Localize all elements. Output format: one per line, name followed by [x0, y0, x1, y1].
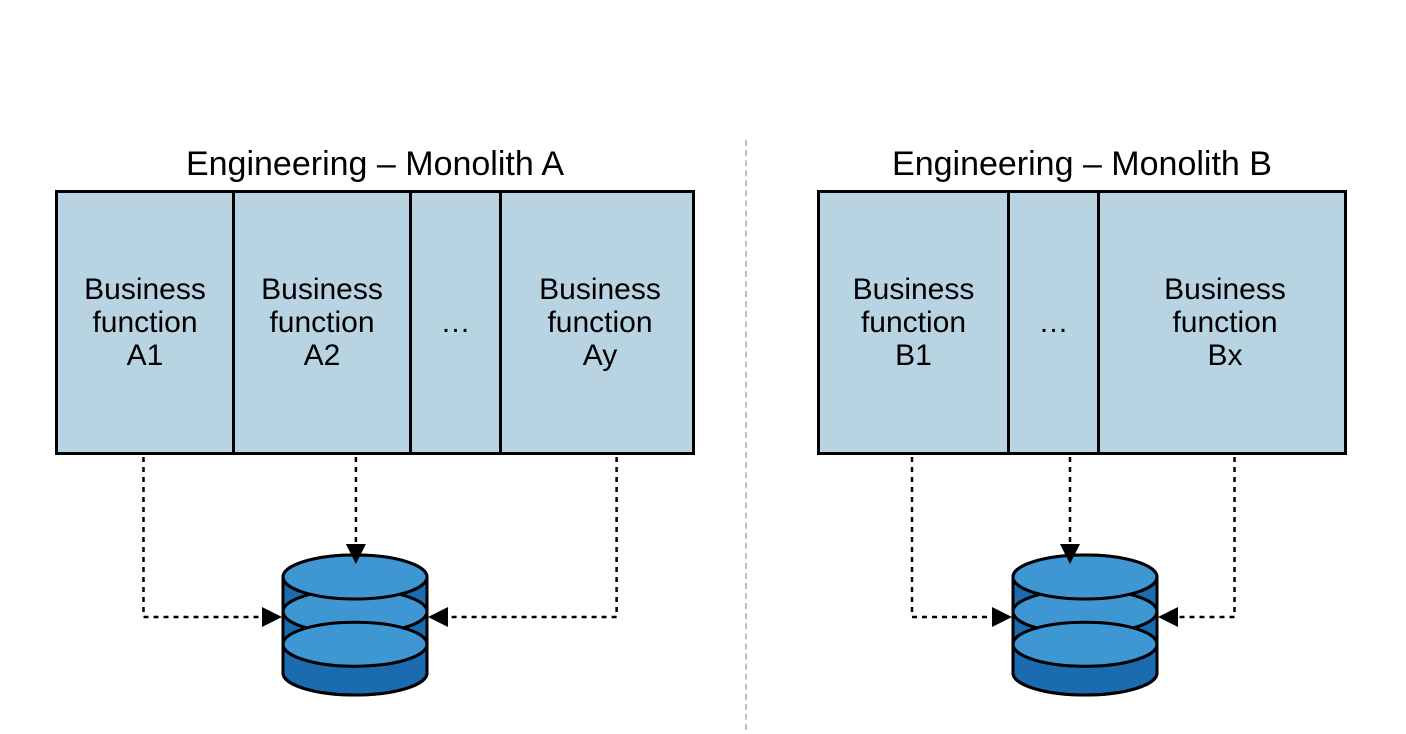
cell-ay: BusinessfunctionAy [502, 193, 698, 452]
diagram-canvas: Engineering – Monolith A Engineering – M… [0, 0, 1406, 734]
cell-a2: BusinessfunctionA2 [235, 193, 412, 452]
cell-bx: BusinessfunctionBx [1100, 193, 1350, 452]
monolith-a-title: Engineering – Monolith A [55, 145, 695, 184]
cell-a1: BusinessfunctionA1 [58, 193, 235, 452]
monolith-b-title: Engineering – Monolith B [817, 145, 1347, 184]
monolith-a-box: BusinessfunctionA1 BusinessfunctionA2 … … [55, 190, 695, 455]
cell-b1: BusinessfunctionB1 [820, 193, 1010, 452]
cell-b-ellipsis: … [1010, 193, 1100, 452]
vertical-divider [745, 140, 747, 730]
monolith-b-box: BusinessfunctionB1 … BusinessfunctionBx [817, 190, 1347, 455]
cell-a-ellipsis: … [412, 193, 502, 452]
